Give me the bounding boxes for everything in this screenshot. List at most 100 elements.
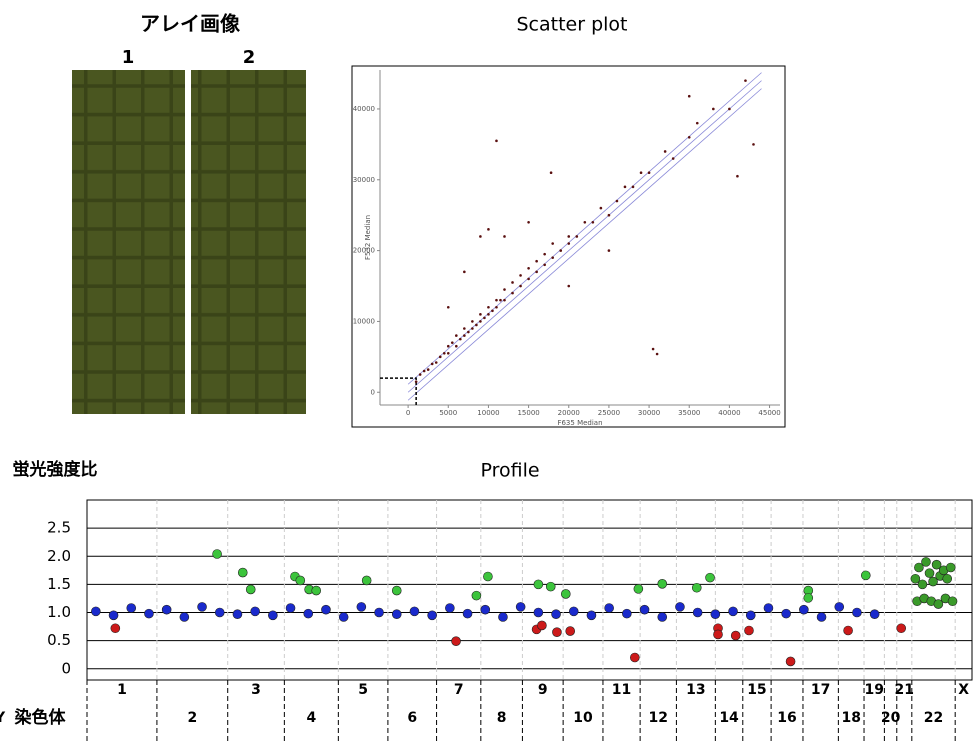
point	[197, 602, 207, 612]
point	[728, 107, 731, 111]
x-tick-label: 0	[406, 409, 410, 417]
point	[285, 603, 296, 613]
point	[391, 609, 402, 619]
array-image	[72, 70, 185, 414]
point	[663, 150, 667, 153]
point	[451, 636, 461, 646]
point	[744, 625, 754, 636]
point	[445, 603, 455, 613]
chromosome-label: 13	[686, 682, 705, 698]
point	[535, 259, 538, 263]
point	[321, 604, 331, 615]
point	[657, 579, 668, 589]
point	[161, 604, 172, 615]
chromosome-label: 14	[719, 710, 739, 726]
point	[549, 171, 553, 174]
chromosome-label: 11	[612, 682, 631, 698]
point	[519, 274, 522, 277]
point	[495, 305, 498, 309]
chromosome-label: Y	[0, 710, 6, 726]
point	[467, 330, 470, 334]
chromosome-label: 17	[811, 682, 830, 698]
point	[744, 79, 747, 82]
point	[630, 652, 640, 663]
chromosome-label: 5	[358, 682, 368, 698]
point	[604, 603, 614, 613]
point	[179, 612, 190, 622]
point	[924, 568, 935, 578]
y-tick-label: 0	[61, 659, 71, 677]
fit-line	[407, 88, 762, 401]
point	[479, 320, 482, 323]
point	[462, 608, 473, 619]
point	[519, 284, 522, 288]
point	[728, 606, 738, 617]
point	[446, 344, 450, 348]
x-axis-label: 染色体	[15, 707, 67, 728]
point	[483, 316, 486, 320]
y-tick-label: 0.5	[47, 631, 71, 649]
point	[537, 620, 547, 631]
point	[567, 235, 571, 238]
point	[361, 575, 372, 586]
point	[503, 235, 506, 238]
point	[583, 220, 587, 224]
point	[655, 352, 659, 356]
y-tick-label: 0	[371, 388, 375, 396]
point	[303, 608, 314, 619]
point	[917, 579, 928, 590]
point	[622, 608, 632, 619]
point	[543, 263, 546, 267]
point	[414, 380, 418, 383]
point	[607, 249, 611, 252]
point	[427, 610, 437, 621]
chromosome-label: 9	[538, 682, 548, 698]
point	[498, 612, 508, 622]
chromosome-label: 2	[187, 710, 197, 726]
x-tick-label: 5000	[439, 409, 457, 417]
point	[671, 157, 675, 160]
x-tick-label: 10000	[477, 409, 499, 417]
chart-title: Scatter plot	[516, 14, 627, 36]
point	[560, 589, 571, 599]
point	[931, 559, 942, 570]
point	[446, 351, 450, 355]
point	[713, 629, 723, 640]
point	[237, 567, 248, 578]
y-axis-label: F532 Median	[364, 215, 372, 260]
point	[559, 249, 563, 252]
point	[511, 291, 514, 295]
chromosome-label: 12	[649, 710, 668, 726]
point	[487, 305, 490, 309]
point	[126, 603, 137, 613]
point	[503, 298, 506, 302]
point	[479, 235, 482, 238]
point	[545, 581, 556, 592]
point	[639, 604, 650, 615]
point	[480, 604, 491, 615]
point	[910, 573, 921, 584]
point	[268, 610, 278, 621]
x-tick-label: 20000	[558, 409, 580, 417]
point	[527, 277, 530, 281]
plot-frame	[351, 65, 786, 428]
point	[463, 334, 466, 337]
point	[430, 362, 434, 366]
point	[110, 623, 121, 634]
point	[785, 656, 796, 667]
point	[442, 351, 446, 355]
point	[535, 270, 538, 274]
chromosome-label: 20	[881, 710, 901, 726]
chromosome-label: 4	[306, 710, 316, 726]
point	[869, 609, 880, 619]
point	[657, 612, 668, 622]
point	[543, 252, 546, 256]
point	[607, 213, 611, 217]
point	[599, 206, 603, 210]
point	[921, 557, 931, 567]
point	[695, 121, 699, 125]
point	[945, 562, 956, 573]
point	[633, 584, 644, 594]
chromosome-label: 19	[864, 682, 883, 698]
